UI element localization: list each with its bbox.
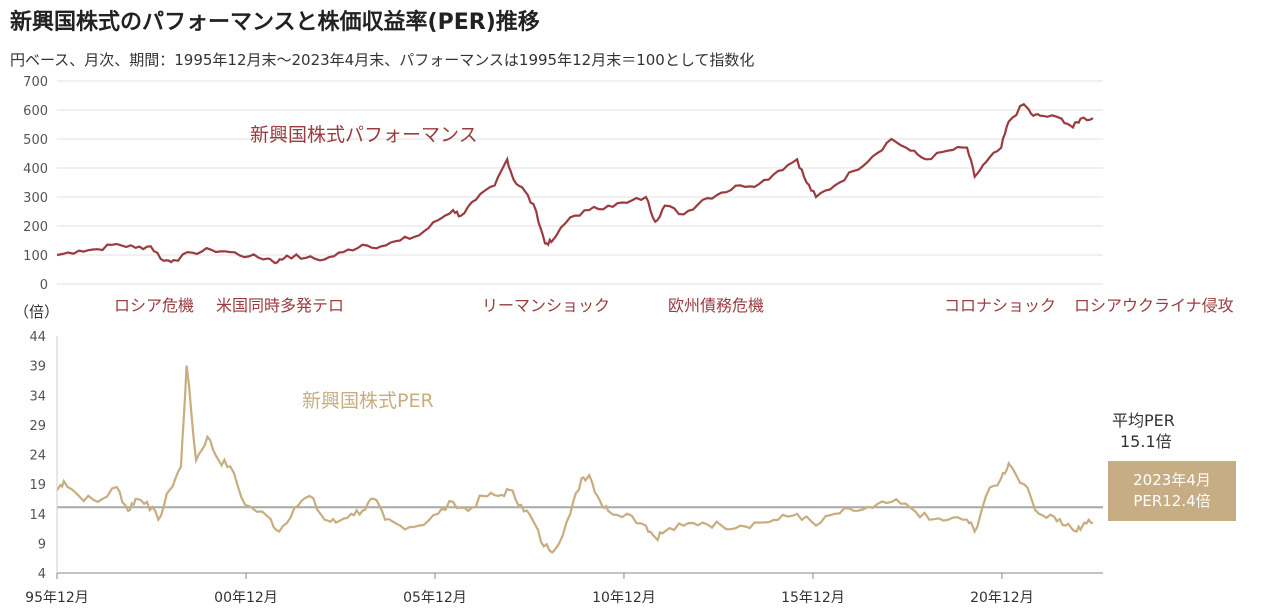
performance-y-tick: 500 [23, 133, 48, 148]
average-per-value: 15.1倍 [1120, 432, 1172, 451]
event-911: 米国同時多発テロ [216, 296, 344, 315]
event-lehman: リーマンショック [482, 296, 610, 315]
performance-y-tick: 700 [23, 75, 48, 90]
performance-y-ticks: 0 100 200 300 400 500 600 700 [23, 75, 48, 293]
x-tick-label: 00年12月 [214, 590, 278, 606]
performance-grid [57, 80, 1103, 285]
performance-y-tick: 100 [23, 249, 48, 264]
per-line [56, 365, 1094, 554]
performance-series-label: 新興国株式パフォーマンス [250, 124, 478, 146]
event-covid: コロナショック [944, 296, 1056, 315]
average-per-note: 平均PER 15.1倍 [1112, 410, 1175, 452]
x-tick-label: 20年12月 [970, 590, 1034, 606]
per-y-tick: 14 [29, 508, 46, 523]
per-y-tick: 24 [29, 449, 46, 464]
event-euro-debt: 欧州債務危機 [668, 296, 764, 315]
page-subtitle: 円ベース、月次、期間：1995年12月末～2023年4月末、パフォーマンスは19… [10, 51, 755, 69]
per-y-ticks: 4 9 14 19 24 29 34 39 44 [29, 330, 46, 582]
event-ukraine: ロシアウクライナ侵攻 [1074, 296, 1234, 315]
per-y-tick: 34 [29, 389, 46, 404]
per-series-label: 新興国株式PER [302, 390, 434, 412]
x-axis-ticks: 95年12月 00年12月 05年12月 10年12月 15年12月 20年12月 [25, 573, 1034, 606]
page-title: 新興国株式のパフォーマンスと株価収益率(PER)推移 [10, 10, 540, 35]
x-tick-label: 95年12月 [25, 590, 89, 606]
latest-per-date: 2023年4月 [1133, 471, 1211, 489]
per-y-tick: 19 [29, 478, 46, 493]
x-tick-label: 05年12月 [403, 590, 467, 606]
latest-per-value: PER12.4倍 [1133, 492, 1211, 510]
per-unit-label: （倍） [14, 303, 59, 321]
per-y-tick: 4 [38, 567, 46, 582]
performance-y-tick: 200 [23, 220, 48, 235]
per-y-tick: 29 [29, 419, 46, 434]
latest-per-box: 2023年4月 PER12.4倍 [1108, 461, 1236, 521]
x-tick-label: 15年12月 [781, 590, 845, 606]
event-russia-crisis: ロシア危機 [114, 296, 194, 315]
per-y-tick: 44 [29, 330, 46, 345]
per-y-tick: 9 [38, 537, 46, 552]
per-y-tick: 39 [29, 360, 46, 375]
average-per-label: 平均PER [1112, 411, 1175, 430]
performance-y-tick: 600 [23, 104, 48, 119]
x-tick-label: 10年12月 [592, 590, 656, 606]
performance-y-tick: 400 [23, 162, 48, 177]
performance-line [56, 102, 1094, 265]
performance-y-tick: 300 [23, 191, 48, 206]
performance-y-tick: 0 [40, 278, 48, 293]
